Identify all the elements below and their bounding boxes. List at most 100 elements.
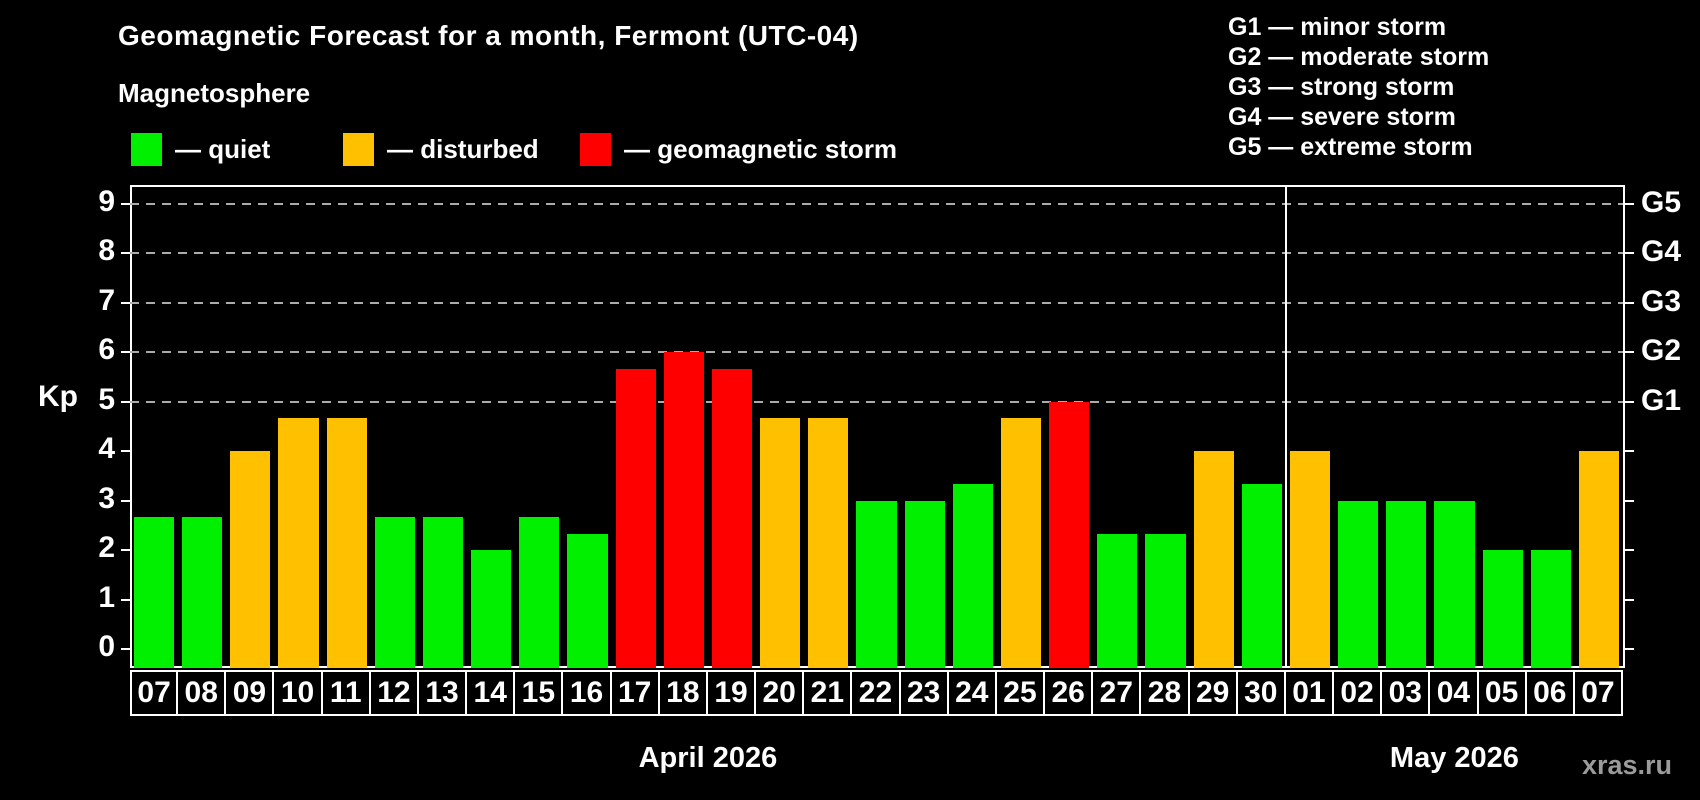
- day-label-may-07: 07: [1572, 670, 1623, 716]
- y-tick-left-1: [121, 598, 130, 601]
- y-tick-right-8: [1625, 252, 1634, 255]
- y-tick-left-2: [121, 549, 130, 552]
- day-label-apr-29: 29: [1187, 670, 1238, 716]
- day-label-apr-07: 07: [130, 670, 179, 716]
- g-level-label-g1: G1: [1641, 383, 1682, 417]
- disturbed-color-swatch-icon: [343, 132, 374, 166]
- y-tick-right-7: [1625, 301, 1634, 304]
- g-level-label-g5: G5: [1641, 185, 1682, 219]
- y-tick-label-5: 5: [98, 382, 115, 416]
- legend-item-disturbed: — disturbed: [343, 131, 539, 167]
- kp-bar-25: [1000, 418, 1042, 668]
- day-label-apr-18: 18: [657, 670, 708, 716]
- day-label-may-03: 03: [1380, 670, 1431, 716]
- day-label-apr-15: 15: [513, 670, 564, 716]
- y-tick-label-4: 4: [98, 432, 115, 466]
- storm-scale-line-g1: G1 — minor storm: [1228, 13, 1447, 41]
- month-label-0: April 2026: [638, 742, 778, 774]
- kp-bar-27: [1097, 533, 1138, 668]
- kp-bar-10: [278, 418, 319, 668]
- grid-line-kp6: [130, 351, 1623, 354]
- quiet-color-swatch-icon: [131, 132, 162, 166]
- day-label-apr-23: 23: [898, 670, 949, 716]
- day-label-apr-26: 26: [1043, 670, 1094, 716]
- kp-bar-19: [711, 368, 753, 668]
- storm-scale-line-g5: G5 — extreme storm: [1228, 133, 1473, 161]
- storm-scale-line-g2: G2 — moderate storm: [1228, 43, 1490, 71]
- day-label-apr-30: 30: [1235, 670, 1286, 716]
- g-level-label-g4: G4: [1641, 235, 1682, 269]
- legend-item-storm: — geomagnetic storm: [580, 131, 897, 167]
- y-tick-left-7: [121, 301, 130, 304]
- kp-bar-16: [567, 533, 608, 668]
- kp-bar-29: [1193, 451, 1234, 668]
- kp-bar-28: [1145, 533, 1186, 668]
- kp-bar-06: [1530, 550, 1571, 668]
- chart-subtitle: Magnetosphere: [118, 78, 311, 108]
- y-tick-right-4: [1625, 450, 1634, 453]
- day-label-apr-21: 21: [802, 670, 853, 716]
- kp-bar-14: [471, 550, 512, 668]
- kp-bar-13: [422, 517, 464, 668]
- day-label-may-06: 06: [1524, 670, 1575, 716]
- y-tick-label-2: 2: [98, 531, 115, 565]
- kp-bar-18: [663, 352, 704, 668]
- kp-bar-01: [1289, 451, 1331, 668]
- g-level-label-g2: G2: [1641, 334, 1682, 368]
- legend-label-storm: — geomagnetic storm: [624, 133, 898, 164]
- kp-bar-24: [952, 484, 993, 668]
- storm-scale-line-g3: G3 — strong storm: [1228, 73, 1455, 101]
- day-label-apr-22: 22: [850, 670, 901, 716]
- kp-bar-08: [182, 517, 223, 668]
- magnetosphere-legend: — quiet — disturbed — geomagnetic storm: [0, 131, 1100, 171]
- day-label-apr-19: 19: [705, 670, 757, 716]
- month-label-1: May 2026: [1389, 742, 1519, 774]
- storm-scale-line-g4: G4 — severe storm: [1228, 103, 1456, 131]
- kp-bar-09: [230, 451, 271, 668]
- kp-bar-07: [134, 517, 175, 668]
- day-label-apr-14: 14: [465, 670, 516, 716]
- kp-bar-12: [374, 517, 415, 668]
- y-tick-right-2: [1625, 549, 1634, 552]
- y-tick-right-1: [1625, 598, 1634, 601]
- kp-bar-30: [1241, 484, 1282, 668]
- legend-label-quiet: — quiet: [175, 133, 271, 164]
- y-tick-left-3: [121, 499, 130, 502]
- day-label-apr-25: 25: [994, 670, 1046, 716]
- day-label-apr-12: 12: [368, 670, 419, 716]
- storm-scale-legend: G1 — minor storm G2 — moderate storm G3 — …: [1228, 12, 1489, 162]
- day-label-apr-16: 16: [561, 670, 612, 716]
- kp-bar-02: [1338, 500, 1379, 668]
- watermark: xras.ru: [1581, 750, 1672, 780]
- day-label-may-02: 02: [1332, 670, 1383, 716]
- y-tick-label-7: 7: [98, 283, 115, 317]
- day-label-may-04: 04: [1428, 670, 1479, 716]
- kp-bar-07: [1578, 451, 1619, 668]
- kp-bar-11: [326, 418, 367, 668]
- grid-line-kp9: [130, 202, 1623, 205]
- day-label-apr-17: 17: [609, 670, 660, 716]
- y-axis-label: Kp: [38, 380, 78, 413]
- day-label-apr-24: 24: [946, 670, 997, 716]
- legend-item-quiet: — quiet: [131, 131, 270, 167]
- y-tick-left-4: [121, 450, 130, 453]
- kp-bar-23: [904, 500, 945, 668]
- kp-bar-15: [519, 517, 560, 668]
- kp-bar-21: [808, 418, 849, 668]
- y-tick-right-5: [1625, 400, 1634, 403]
- storm-color-swatch-icon: [580, 132, 611, 166]
- kp-bar-04: [1434, 500, 1475, 668]
- y-tick-label-6: 6: [98, 333, 115, 367]
- grid-line-kp8: [130, 252, 1623, 255]
- kp-bar-17: [615, 368, 656, 668]
- day-label-may-01: 01: [1283, 670, 1335, 716]
- grid-line-kp7: [130, 301, 1623, 304]
- legend-label-disturbed: — disturbed: [387, 133, 539, 164]
- kp-bar-26: [1049, 401, 1090, 668]
- chart-title: Geomagnetic Forecast for a month, Fermon…: [118, 20, 859, 51]
- day-label-apr-09: 09: [224, 670, 275, 716]
- y-tick-label-3: 3: [98, 481, 115, 515]
- y-tick-left-8: [121, 252, 130, 255]
- y-tick-right-0: [1625, 648, 1634, 651]
